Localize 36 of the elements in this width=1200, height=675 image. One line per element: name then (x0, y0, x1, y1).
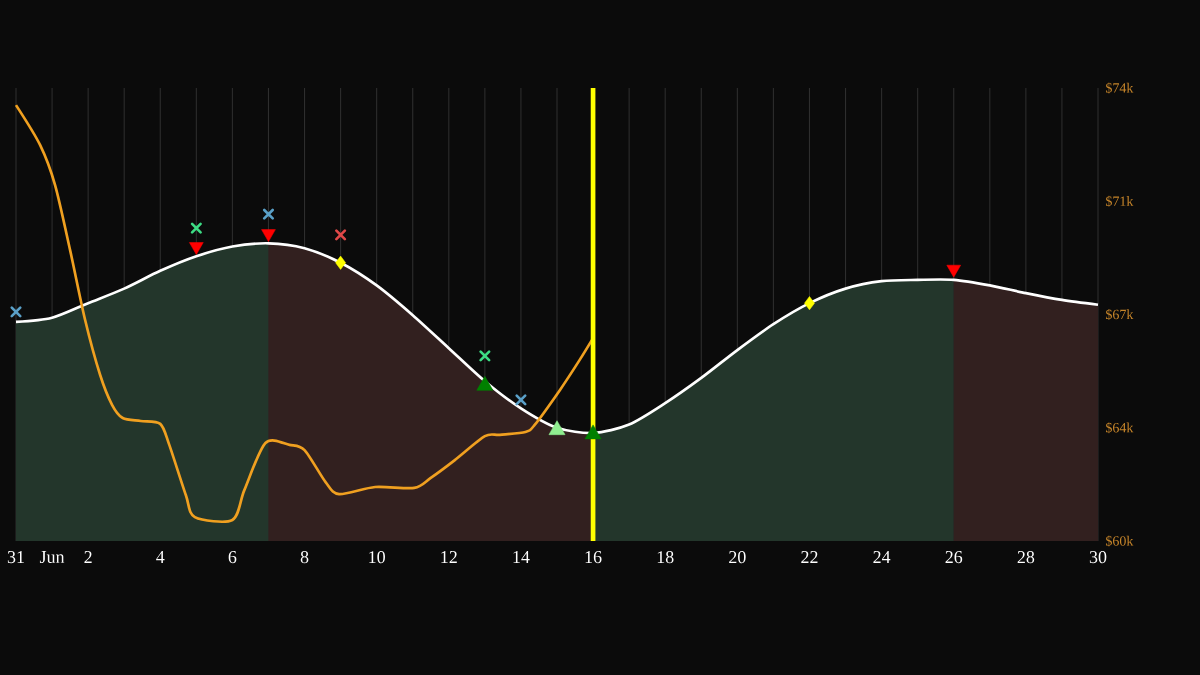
point (515, 394, 527, 406)
x-tick-label: 2 (84, 551, 92, 563)
x-tick-label: 18 (657, 551, 674, 564)
y-tick-label: $74k (1105, 82, 1134, 94)
x-tick-label: 10 (369, 551, 385, 564)
point (10, 306, 22, 318)
x-tick-label: 6 (228, 551, 237, 564)
x-tick-label: 30 (1089, 551, 1107, 564)
x-tick-label: Jun (39, 551, 65, 563)
point (189, 242, 204, 255)
x-tick-label: 31 (7, 551, 24, 564)
x-tick-label: 26 (945, 551, 963, 564)
point (262, 208, 275, 220)
x-tick-label: 24 (873, 551, 891, 563)
x-tick-label: 20 (729, 551, 746, 564)
y-tick-label: $71k (1105, 195, 1134, 207)
point (548, 420, 566, 435)
point (261, 229, 276, 242)
x-tick-label: 12 (441, 551, 457, 563)
x-tick-label: 4 (156, 551, 165, 563)
point (804, 296, 815, 311)
point (479, 350, 491, 362)
point (335, 255, 346, 270)
point (946, 264, 961, 278)
y-tick-label: $64k (1105, 422, 1134, 434)
x-tick-label: 22 (801, 551, 818, 563)
x-tick-label: 14 (513, 551, 530, 563)
y-tick-label: $60k (1105, 535, 1134, 547)
x-tick-label: 28 (1017, 551, 1035, 564)
point (335, 229, 347, 241)
point (584, 424, 602, 440)
x-tick-label: 16 (585, 551, 602, 564)
point (190, 222, 202, 234)
point (476, 376, 494, 391)
x-tick-label: 8 (300, 551, 309, 564)
y-tick-label: $67k (1105, 308, 1134, 321)
